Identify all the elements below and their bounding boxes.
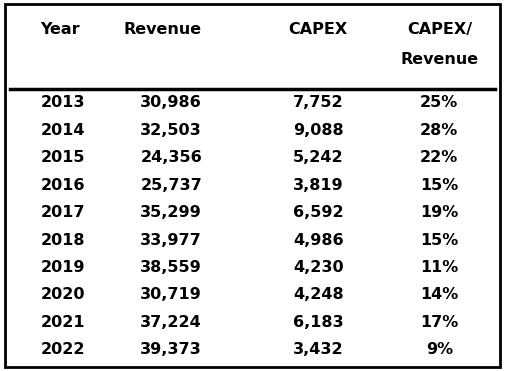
Text: 6,592: 6,592 xyxy=(293,205,343,220)
Text: 9,088: 9,088 xyxy=(293,123,343,138)
Text: 30,986: 30,986 xyxy=(140,95,202,110)
Text: 2018: 2018 xyxy=(40,233,85,247)
Text: 15%: 15% xyxy=(420,233,459,247)
Text: 2014: 2014 xyxy=(40,123,85,138)
Text: CAPEX: CAPEX xyxy=(288,22,348,37)
Text: 15%: 15% xyxy=(420,178,459,193)
Text: 30,719: 30,719 xyxy=(140,288,202,302)
Text: CAPEX/: CAPEX/ xyxy=(407,22,472,37)
Text: 22%: 22% xyxy=(420,150,459,165)
Text: 19%: 19% xyxy=(420,205,459,220)
Text: 11%: 11% xyxy=(420,260,459,275)
Text: 2017: 2017 xyxy=(40,205,85,220)
Text: 4,248: 4,248 xyxy=(293,288,343,302)
Text: 9%: 9% xyxy=(426,342,453,357)
Text: 28%: 28% xyxy=(420,123,459,138)
Text: 24,356: 24,356 xyxy=(140,150,202,165)
Text: 25%: 25% xyxy=(420,95,459,110)
Text: 5,242: 5,242 xyxy=(293,150,343,165)
Text: 2015: 2015 xyxy=(40,150,85,165)
Text: 6,183: 6,183 xyxy=(293,315,343,330)
Text: Revenue: Revenue xyxy=(400,52,478,67)
Text: 33,977: 33,977 xyxy=(140,233,202,247)
Text: 35,299: 35,299 xyxy=(140,205,202,220)
Text: Revenue: Revenue xyxy=(124,22,202,37)
Text: 3,819: 3,819 xyxy=(293,178,343,193)
Text: 7,752: 7,752 xyxy=(293,95,343,110)
Text: 37,224: 37,224 xyxy=(140,315,202,330)
Text: 2020: 2020 xyxy=(40,288,85,302)
Text: 2013: 2013 xyxy=(40,95,85,110)
Text: 2019: 2019 xyxy=(40,260,85,275)
Text: 17%: 17% xyxy=(420,315,459,330)
Text: 4,986: 4,986 xyxy=(293,233,343,247)
Text: 2021: 2021 xyxy=(40,315,85,330)
Text: Year: Year xyxy=(40,22,80,37)
Text: 4,230: 4,230 xyxy=(293,260,343,275)
Text: 3,432: 3,432 xyxy=(293,342,343,357)
Text: 39,373: 39,373 xyxy=(140,342,202,357)
Text: 25,737: 25,737 xyxy=(140,178,202,193)
Text: 14%: 14% xyxy=(420,288,459,302)
Text: 32,503: 32,503 xyxy=(140,123,202,138)
Text: 2022: 2022 xyxy=(40,342,85,357)
Text: 38,559: 38,559 xyxy=(140,260,202,275)
Text: 2016: 2016 xyxy=(40,178,85,193)
